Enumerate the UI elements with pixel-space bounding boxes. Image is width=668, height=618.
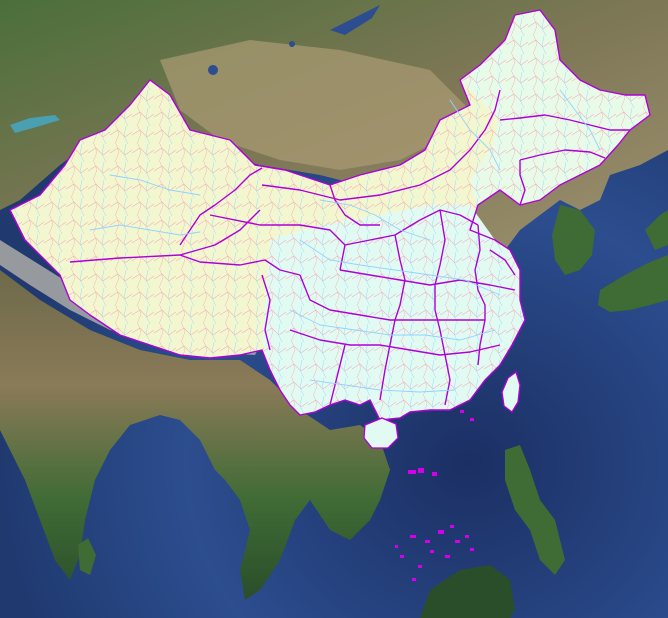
island-marker xyxy=(460,410,464,413)
lake xyxy=(208,65,218,75)
river xyxy=(559,89,601,151)
lake xyxy=(330,5,380,35)
island-marker xyxy=(418,468,424,473)
island-marker xyxy=(410,535,416,538)
province-border xyxy=(339,269,516,291)
province-border xyxy=(489,249,516,276)
southern-landmass xyxy=(0,270,390,600)
island-marker xyxy=(425,540,430,543)
rivers xyxy=(89,89,601,393)
island-marker xyxy=(432,472,437,476)
province-border xyxy=(261,89,501,201)
province-border xyxy=(329,184,380,226)
island-marker xyxy=(450,525,454,528)
island-marker xyxy=(400,555,404,558)
china-region[interactable] xyxy=(9,9,651,449)
province-border xyxy=(519,149,606,161)
lake xyxy=(289,41,295,47)
island-marker xyxy=(470,418,474,421)
province-border xyxy=(209,214,346,271)
sri-lanka xyxy=(78,538,96,575)
river xyxy=(319,199,431,241)
philippines xyxy=(505,445,565,575)
county-boundaries xyxy=(10,10,650,420)
province-borders xyxy=(9,9,651,421)
island-marker xyxy=(418,565,422,568)
province-border xyxy=(519,160,526,206)
river xyxy=(309,379,456,393)
province-border xyxy=(344,209,479,246)
island-marker xyxy=(395,545,398,548)
province-border xyxy=(299,274,485,321)
island-marker xyxy=(438,530,444,534)
province-border xyxy=(261,274,271,351)
province-border xyxy=(69,209,261,263)
island-marker xyxy=(455,540,460,543)
japan xyxy=(645,210,668,250)
korean-peninsula xyxy=(552,205,595,275)
island-marker xyxy=(412,578,416,581)
river xyxy=(289,309,496,341)
river xyxy=(299,239,501,296)
island-marker xyxy=(408,470,416,474)
province-border xyxy=(379,234,406,401)
island-marker xyxy=(445,555,450,558)
province-border xyxy=(289,329,501,356)
hainan-island xyxy=(363,417,399,449)
province-border xyxy=(179,254,301,276)
island-marker xyxy=(465,535,469,538)
lake xyxy=(10,115,60,133)
island-marker xyxy=(430,550,434,553)
river xyxy=(449,99,501,171)
province-border xyxy=(179,167,263,246)
province-border xyxy=(434,209,451,406)
japan xyxy=(598,255,668,312)
river xyxy=(109,174,201,196)
taiwan-island xyxy=(501,370,521,413)
borneo xyxy=(420,565,515,618)
province-border xyxy=(474,224,486,366)
province-border xyxy=(329,344,346,406)
river xyxy=(89,224,201,236)
gobi-desert-area xyxy=(160,40,470,170)
island-marker xyxy=(470,548,474,551)
south-china-sea-islands xyxy=(395,410,474,581)
china-outline xyxy=(9,9,651,421)
province-border xyxy=(499,114,630,131)
